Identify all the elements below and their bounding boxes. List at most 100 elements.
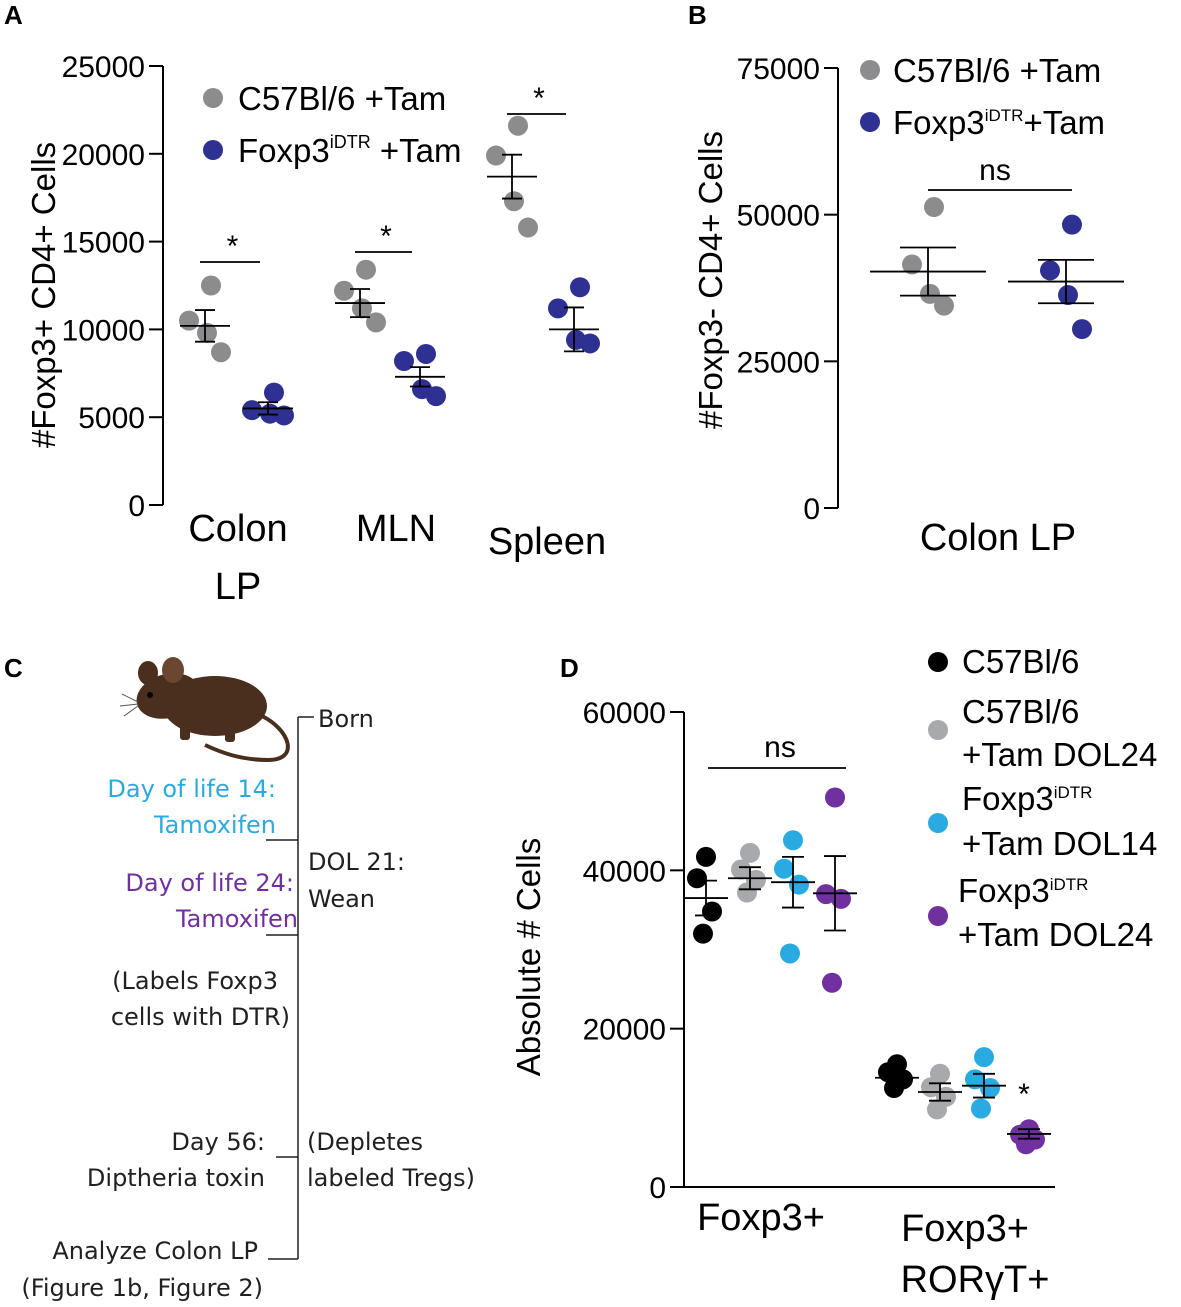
legend-marker-foxp3idtr-tam (203, 140, 223, 160)
panel-a-point-s0-g2-0 (508, 115, 528, 136)
panel-d-point-s0-g0-1 (687, 868, 707, 889)
panel-d-legend: C57Bl/6 C57Bl/6 +Tam DOL24 Foxp3iDTR +Ta… (928, 643, 1157, 953)
panel-a-point-s0-g0-0 (201, 275, 221, 296)
panel-a-point-s1-g2-3 (580, 333, 600, 354)
legend-marker-c57-tam (203, 88, 223, 108)
mouse-illustration (119, 657, 290, 763)
panel-b-category-0: Colon LP (920, 517, 1076, 559)
timeline-dol21-line2: Wean (308, 885, 375, 913)
panel-d-point-s1-g0-1 (731, 859, 751, 880)
panel-b-ytick-label-3: 75000 (737, 53, 820, 86)
legend-marker-d-foxp3-dol14 (928, 813, 948, 833)
legend-marker-b-c57-tam (860, 60, 880, 80)
timeline-labels-line2: cells with DTR) (111, 1003, 290, 1031)
panel-a-point-s1-g1-0 (416, 343, 436, 364)
panel-a-ytick-label-1: 5000 (78, 402, 145, 435)
panel-b-legend: C57Bl/6 +Tam Foxp3iDTR+Tam (860, 52, 1105, 141)
legend-label-b-foxp3idtr-tam: Foxp3iDTR+Tam (893, 104, 1105, 141)
panel-d-point-s1-g1-3 (927, 1099, 947, 1120)
panel-a-point-s0-g2-2 (504, 191, 524, 212)
legend-label-d-c57-tam-line1: C57Bl/6 (962, 693, 1079, 730)
panel-d-point-s0-g1-3 (884, 1078, 904, 1099)
legend-label-d-foxp3-dol24-line1: Foxp3iDTR (958, 872, 1088, 909)
panel-a-chart: #Foxp3+ CD4+ Cells C57Bl/6 +Tam Foxp3iDT… (25, 66, 462, 505)
panel-d-point-s3-g0-3 (822, 972, 842, 993)
panel-a-sig-1: * (380, 220, 392, 253)
chart-marks: 0 5000 10000 15000 20000 25000 * * * Colon LP MLN Sp… (62, 51, 1124, 1301)
panel-d-point-s3-g0-2 (831, 888, 851, 909)
panel-a-sig-2: * (533, 82, 545, 115)
panel-d-sig-0: ns (764, 731, 796, 764)
legend-label-foxp3idtr-tam: Foxp3iDTR +Tam (238, 132, 462, 169)
panel-d-point-s2-g1-2 (980, 1078, 1000, 1099)
panel-b-point-s1-0 (1062, 214, 1082, 235)
panel-d-point-s3-g0-0 (825, 787, 845, 808)
panel-b-ytick-label-1: 25000 (737, 346, 820, 379)
panel-a-point-s1-g2-0 (570, 277, 590, 298)
panel-d-point-s2-g0-3 (780, 943, 800, 964)
panel-b-y-axis-label: #Foxp3- CD4+ Cells (692, 131, 729, 429)
panel-a-ytick-label-3: 15000 (62, 227, 145, 260)
legend-label-c57-tam: C57Bl/6 +Tam (238, 80, 446, 117)
timeline-dol24-line2: Tamoxifen (175, 905, 298, 933)
panel-a-point-s1-g0-0 (264, 382, 284, 403)
timeline-depletes-line1: (Depletes (307, 1128, 423, 1156)
panel-d-point-s2-g0-0 (783, 830, 803, 851)
panel-a-category-1-line-0: MLN (356, 508, 436, 550)
panel-a-point-s1-g0-3 (274, 405, 294, 426)
timeline-labels-line1: (Labels Foxp3 (112, 967, 278, 995)
legend-label-d-foxp3-dol14-line1: Foxp3iDTR (962, 780, 1092, 817)
timeline-dol24-line1: Day of life 24: (125, 869, 294, 897)
panel-label-a: A (4, 0, 23, 30)
panel-a-ytick-label-2: 10000 (62, 314, 145, 347)
panel-a-category-0-line-0: Colon (188, 508, 287, 550)
panel-label-b: B (688, 0, 707, 30)
panel-d-point-s0-g0-0 (696, 846, 716, 867)
panel-b-ytick-label-2: 50000 (737, 200, 820, 233)
panel-a-point-s0-g0-2 (197, 322, 217, 343)
panel-d-y-axis-label: Absolute # Cells (510, 838, 547, 1076)
panel-b-point-s0-1 (902, 254, 922, 275)
panel-d-point-s2-g0-2 (789, 874, 809, 895)
timeline-depletes-line2: labeled Tregs) (307, 1164, 475, 1192)
panel-d-ytick-label-1: 20000 (583, 1014, 666, 1047)
panel-a-point-s0-g1-1 (334, 280, 354, 301)
panel-a-point-s0-g0-1 (179, 310, 199, 331)
panel-b-sig: ns (979, 154, 1011, 187)
panel-b-point-s1-2 (1058, 285, 1078, 306)
panel-d-ytick-label-2: 40000 (583, 855, 666, 888)
panel-label-d: D (560, 653, 579, 683)
legend-label-d-foxp3-dol14-line2: +Tam DOL14 (962, 825, 1157, 862)
panel-b-ytick-label-0: 0 (803, 493, 820, 526)
panel-d-ytick-label-0: 0 (649, 1172, 666, 1205)
panel-a-ytick-label-5: 25000 (62, 51, 145, 84)
panel-d-point-s1-g0-0 (740, 842, 760, 863)
legend-marker-d-c57 (928, 652, 948, 672)
panel-label-c: C (4, 653, 23, 683)
panel-a-y-axis-label: #Foxp3+ CD4+ Cells (25, 142, 62, 448)
panel-a-point-s1-g0-1 (242, 400, 262, 421)
timeline-analyze-line1: Analyze Colon LP (52, 1237, 258, 1265)
legend-label-d-foxp3-dol24-line2: +Tam DOL24 (958, 916, 1153, 953)
panel-d-category-0-line-0: Foxp3+ (697, 1197, 825, 1239)
panel-d-point-s1-g0-3 (737, 882, 757, 903)
panel-d-point-s2-g0-1 (774, 858, 794, 879)
panel-b-chart: #Foxp3- CD4+ Cells C57Bl/6 +Tam Foxp3iDT… (692, 52, 1105, 508)
panel-d-ytick-label-3: 60000 (583, 697, 666, 730)
panel-d-chart: Absolute # Cells C57Bl/6 C57Bl/6 +Tam DO… (510, 643, 1157, 1188)
panel-d-point-s2-g1-3 (971, 1098, 991, 1119)
panel-a-point-s1-g1-3 (426, 386, 446, 407)
panel-a-point-s1-g1-1 (394, 351, 414, 372)
legend-label-b-c57-tam: C57Bl/6 +Tam (893, 52, 1101, 89)
panel-a-sig-0: * (227, 230, 239, 263)
panel-d-point-s3-g1-3 (1016, 1134, 1036, 1155)
panel-d-point-s2-g1-0 (974, 1047, 994, 1068)
panel-b-point-s0-2 (920, 283, 940, 304)
timeline-dol14-line2: Tamoxifen (153, 811, 276, 839)
legend-marker-b-foxp3idtr-tam (860, 112, 880, 132)
panel-a-category-0-line-1: LP (215, 566, 261, 608)
timeline-day56-line1: Day 56: (171, 1128, 265, 1156)
panel-b-point-s0-3 (934, 295, 954, 316)
panel-b-point-s1-1 (1040, 260, 1060, 281)
